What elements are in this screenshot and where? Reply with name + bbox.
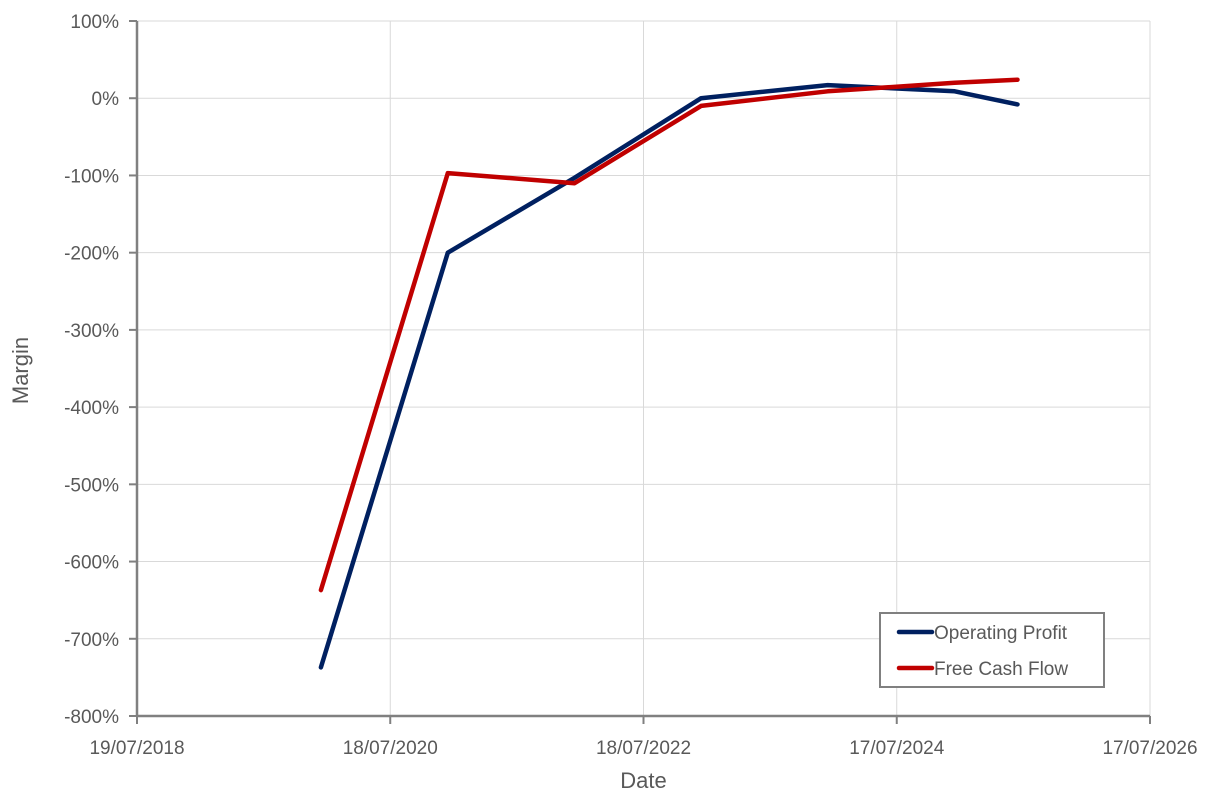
x-tick-labels: 19/07/2018 18/07/2020 18/07/2022 17/07/2024… bbox=[89, 738, 1197, 759]
x-tick-label: 17/07/2024 bbox=[849, 738, 945, 759]
series-line-free-cash-flow bbox=[318, 77, 1020, 593]
series-line-operating-profit bbox=[318, 82, 1020, 670]
y-tick-label: -400% bbox=[64, 398, 119, 419]
x-axis-title: Date bbox=[620, 768, 666, 793]
legend-label-free-cash-flow: Free Cash Flow bbox=[934, 659, 1068, 680]
y-tick-label: -200% bbox=[64, 244, 119, 265]
x-tick-label: 18/07/2022 bbox=[596, 738, 691, 759]
y-tick-labels: 100% 0% -100% -200% -300% -400% -500% -600% -700… bbox=[64, 12, 119, 728]
x-tick-label: 19/07/2018 bbox=[89, 738, 184, 759]
y-tick-label: -100% bbox=[64, 166, 119, 187]
legend: Operating Profit Free Cash Flow bbox=[879, 612, 1105, 688]
gridlines bbox=[137, 20, 1151, 716]
legend-label-operating-profit: Operating Profit bbox=[934, 623, 1068, 644]
y-axis-title: Margin bbox=[8, 337, 33, 404]
x-tick-label: 18/07/2020 bbox=[343, 738, 438, 759]
x-tick-label: 17/07/2026 bbox=[1102, 738, 1197, 759]
y-tick-label: -800% bbox=[64, 707, 119, 728]
y-tick-label: -600% bbox=[64, 553, 119, 574]
y-tick-label: 0% bbox=[92, 89, 120, 110]
y-tick-label: -300% bbox=[64, 321, 119, 342]
axes bbox=[129, 20, 1151, 724]
legend-box bbox=[879, 612, 1105, 688]
series-lines bbox=[318, 77, 1020, 670]
y-tick-label: -500% bbox=[64, 475, 119, 496]
y-tick-label: 100% bbox=[70, 12, 119, 33]
y-tick-label: -700% bbox=[64, 630, 119, 651]
